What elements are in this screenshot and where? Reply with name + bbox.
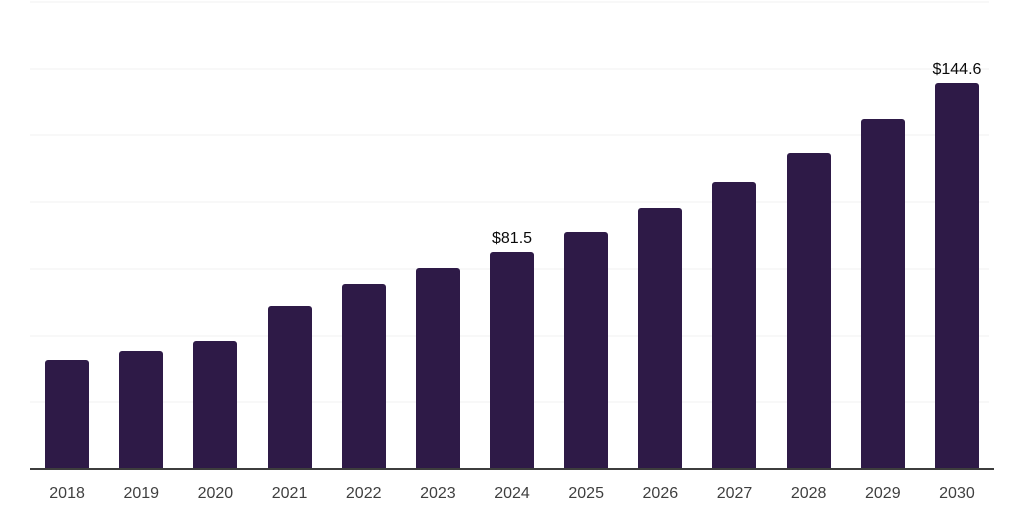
bar-slot-2027 [697,2,771,469]
x-tick-label-2020: 2020 [197,485,234,502]
bar-2028 [786,153,831,469]
bar-slot-2018 [30,2,104,469]
bar-slot-2030: $144.6 [920,2,994,469]
x-tick-label-2030: 2030 [939,485,975,502]
bar-2029 [860,118,905,469]
bar-2023 [415,268,460,469]
bar-2022 [341,284,386,469]
bar-slot-2023 [401,2,475,469]
bar-slot-2028 [772,2,846,469]
x-tick-label-2027: 2027 [716,485,753,502]
x-tick-label-2023: 2023 [420,485,456,502]
x-tick-label-2026: 2026 [642,485,679,502]
bars-container: $81.5 $144.6 [30,2,994,469]
gridline-100 [30,201,989,203]
bar-2024 [490,251,535,469]
x-tick-label-2021: 2021 [271,485,308,502]
data-label-2024: $81.5 [491,229,533,247]
x-tick-label-2019: 2019 [123,485,160,502]
gridline-175 [30,1,989,3]
bar-slot-2024: $81.5 [475,2,549,469]
x-tick-label-2029: 2029 [865,485,901,502]
bar-slot-2025 [549,2,623,469]
bar-slot-2020 [178,2,252,469]
x-axis-labels: 2018 2019 2020 2021 2022 2023 2024 2025 2026 2027… [30,485,994,503]
bar-2020 [193,340,238,469]
x-tick-label-2028: 2028 [790,485,827,502]
bar-2025 [564,232,609,469]
bar-slot-2026 [623,2,697,469]
x-tick-label-2022: 2022 [345,485,382,502]
x-tick-label-2025: 2025 [568,485,604,502]
data-label-2030: $144.6 [932,61,982,79]
bar-2026 [638,208,683,469]
bar-slot-2019 [104,2,178,469]
gridline-150 [30,68,989,70]
bar-2030 [934,83,979,469]
bar-2021 [267,305,312,469]
x-tick-label-2018: 2018 [49,485,85,502]
plot-area: $81.5 $144.6 [30,1,994,470]
bar-2019 [119,350,164,469]
bar-slot-2029 [846,2,920,469]
x-axis-line [30,468,994,470]
bar-2018 [45,360,90,469]
bar-2027 [712,182,757,469]
x-tick-label-2024: 2024 [494,485,530,502]
bar-slot-2022 [327,2,401,469]
bar-slot-2021 [252,2,326,469]
gridline-125 [30,134,989,136]
